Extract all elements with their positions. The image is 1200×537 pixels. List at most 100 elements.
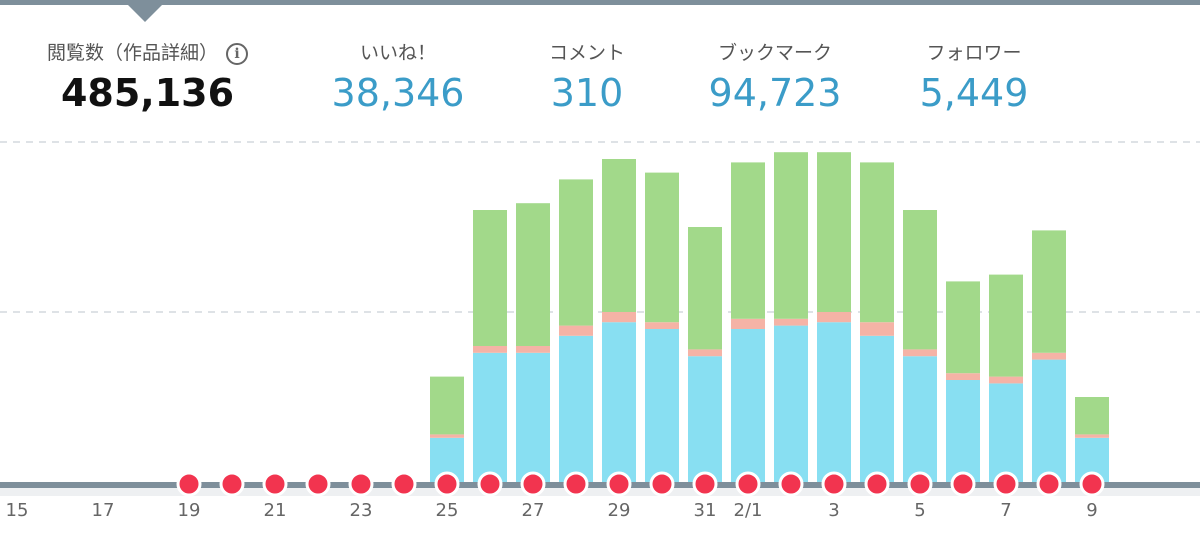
stat-comments-value: 310 <box>550 71 624 115</box>
bar-segment[interactable] <box>860 162 894 323</box>
event-marker[interactable] <box>219 471 245 497</box>
stat-views-label: 閲覧数（作品詳細） i <box>35 38 260 65</box>
bar-segment[interactable] <box>774 318 808 326</box>
x-tick-label: 19 <box>178 500 201 521</box>
event-marker[interactable] <box>950 471 976 497</box>
bar-segment[interactable] <box>946 281 980 374</box>
bar-segment[interactable] <box>473 346 507 353</box>
event-marker[interactable] <box>434 471 460 497</box>
event-marker[interactable] <box>735 471 761 497</box>
bar-segment[interactable] <box>602 159 636 312</box>
bar-segment[interactable] <box>903 349 937 357</box>
event-marker[interactable] <box>477 471 503 497</box>
event-marker[interactable] <box>563 471 589 497</box>
bar-segment[interactable] <box>645 172 679 323</box>
stat-followers: フォロワー 5,449 <box>884 38 1064 115</box>
bar-segment[interactable] <box>473 210 507 346</box>
bar-segment[interactable] <box>1032 230 1066 353</box>
event-marker[interactable] <box>864 471 890 497</box>
bar-segment[interactable] <box>1032 359 1066 482</box>
x-axis-line <box>0 482 1200 488</box>
bar-segment[interactable] <box>817 322 851 482</box>
bar-segment[interactable] <box>774 325 808 482</box>
stat-comments: コメント 310 <box>497 38 677 115</box>
stat-bookmarks-label: ブックマーク <box>717 42 832 64</box>
bar-segment[interactable] <box>688 349 722 357</box>
bar-segment[interactable] <box>774 152 808 319</box>
bar-segment[interactable] <box>688 227 722 350</box>
bar-segment[interactable] <box>1032 352 1066 360</box>
stat-likes-label: いいね！ <box>359 42 436 64</box>
bar-segment[interactable] <box>1075 434 1109 438</box>
bar-segment[interactable] <box>516 203 550 346</box>
event-marker[interactable] <box>348 471 374 497</box>
x-tick-label: 2/1 <box>734 500 763 521</box>
stat-likes-value: 38,346 <box>331 71 465 115</box>
bar-segment[interactable] <box>516 352 550 482</box>
event-marker[interactable] <box>993 471 1019 497</box>
event-marker[interactable] <box>391 471 417 497</box>
bar-segment[interactable] <box>946 373 980 380</box>
x-tick-label: 9 <box>1086 500 1097 521</box>
stat-bookmarks-value: 94,723 <box>708 71 842 115</box>
event-marker[interactable] <box>649 471 675 497</box>
stat-likes: いいね！ 38,346 <box>308 38 488 115</box>
event-marker[interactable] <box>176 471 202 497</box>
bar-segment[interactable] <box>602 312 636 323</box>
event-marker[interactable] <box>1036 471 1062 497</box>
bar-segment[interactable] <box>430 376 464 435</box>
stat-views: 閲覧数（作品詳細） i 485,136 <box>35 38 260 115</box>
event-marker[interactable] <box>692 471 718 497</box>
event-marker[interactable] <box>520 471 546 497</box>
stat-bookmarks: ブックマーク 94,723 <box>675 38 875 115</box>
bar-segment[interactable] <box>860 335 894 482</box>
bar-segment[interactable] <box>688 356 722 482</box>
stat-comments-label: コメント <box>548 42 625 64</box>
x-tick-label: 21 <box>264 500 287 521</box>
x-axis-band <box>0 488 1200 496</box>
x-tick-label: 31 <box>694 500 717 521</box>
stat-views-value: 485,136 <box>60 71 235 115</box>
event-marker[interactable] <box>305 471 331 497</box>
bar-segment[interactable] <box>602 322 636 482</box>
bar-segment[interactable] <box>731 329 765 482</box>
active-pointer <box>128 5 162 22</box>
bar-segment[interactable] <box>473 352 507 482</box>
bar-segment[interactable] <box>731 162 765 319</box>
event-marker[interactable] <box>262 471 288 497</box>
event-marker[interactable] <box>821 471 847 497</box>
event-marker[interactable] <box>606 471 632 497</box>
bar-segment[interactable] <box>559 179 593 326</box>
bar-segment[interactable] <box>645 322 679 329</box>
bar-segment[interactable] <box>731 318 765 329</box>
x-tick-label: 15 <box>6 500 29 521</box>
x-tick-label: 17 <box>92 500 115 521</box>
top-border <box>0 0 1200 5</box>
bar-segment[interactable] <box>989 383 1023 482</box>
bar-segment[interactable] <box>860 322 894 336</box>
bar-segment[interactable] <box>903 356 937 482</box>
bar-segment[interactable] <box>989 274 1023 377</box>
bar-segment[interactable] <box>946 380 980 482</box>
x-tick-label: 7 <box>1000 500 1011 521</box>
bar-segment[interactable] <box>903 210 937 350</box>
event-marker[interactable] <box>778 471 804 497</box>
stat-followers-label: フォロワー <box>926 42 1022 64</box>
info-icon[interactable]: i <box>226 43 248 65</box>
x-tick-label: 3 <box>828 500 839 521</box>
bar-segment[interactable] <box>817 312 851 323</box>
bar-segment[interactable] <box>1075 397 1109 435</box>
bar-segment[interactable] <box>559 325 593 336</box>
bar-segment[interactable] <box>516 346 550 353</box>
x-tick-label: 23 <box>350 500 373 521</box>
event-marker[interactable] <box>1079 471 1105 497</box>
bar-segment[interactable] <box>817 152 851 312</box>
x-tick-label: 27 <box>522 500 545 521</box>
bar-segment[interactable] <box>430 434 464 438</box>
bar-segment[interactable] <box>989 376 1023 384</box>
bar-segment[interactable] <box>559 335 593 482</box>
x-tick-label: 25 <box>436 500 459 521</box>
event-marker[interactable] <box>907 471 933 497</box>
bar-segment[interactable] <box>645 329 679 482</box>
